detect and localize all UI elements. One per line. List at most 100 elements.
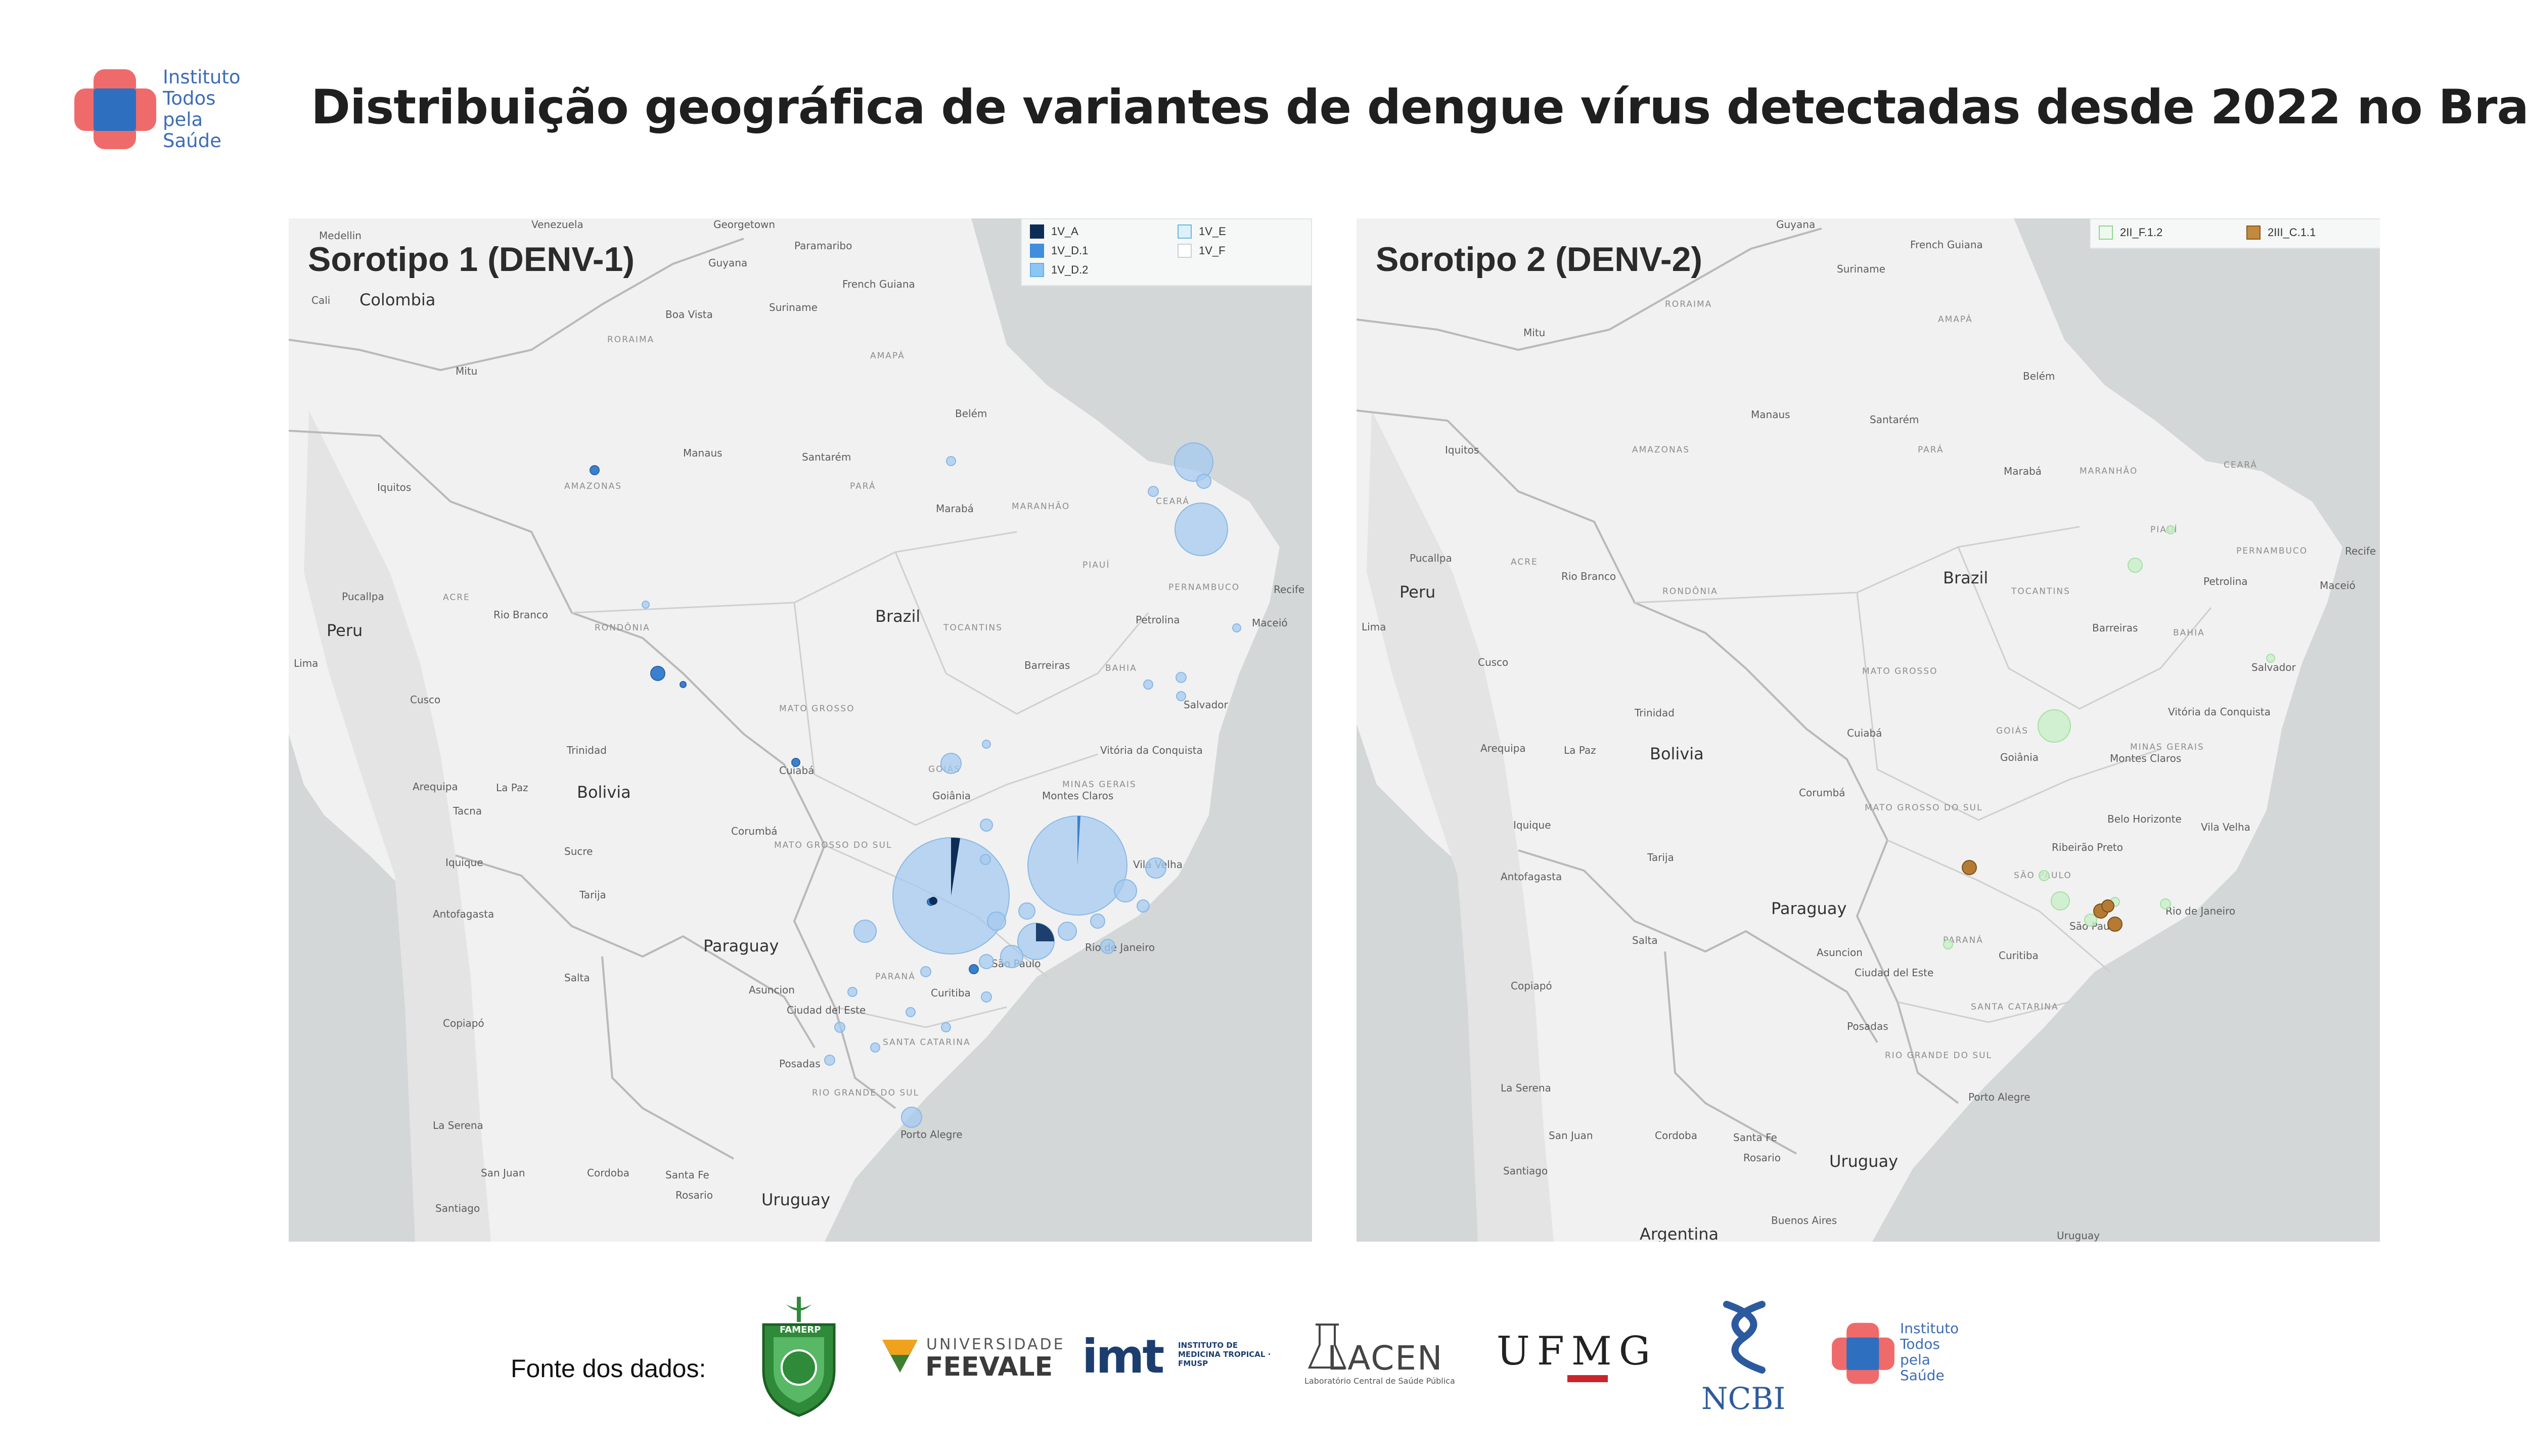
detection-marker-2ii-f12[interactable] bbox=[2166, 525, 2175, 534]
detection-marker-1v-d2[interactable] bbox=[940, 753, 962, 774]
label-city: Antofagasta bbox=[1501, 871, 1562, 883]
detection-marker-1v-d2[interactable] bbox=[987, 912, 1006, 931]
legend-item-1v-a[interactable]: 1V_A bbox=[1030, 224, 1078, 239]
detection-marker-1v-d2[interactable] bbox=[1175, 503, 1228, 556]
label-city: Rosario bbox=[675, 1189, 713, 1201]
detection-marker-2ii-f12[interactable] bbox=[1943, 939, 1953, 949]
label-region: MATO GROSSO DO SUL bbox=[1865, 803, 1983, 813]
lacen-flask-icon bbox=[1307, 1324, 1347, 1369]
famerp-logo: FAMERP bbox=[748, 1294, 849, 1421]
detection-marker-1v-d2[interactable] bbox=[941, 1022, 951, 1032]
legend-item-2ii-f12[interactable]: 2II_F.1.2 bbox=[2099, 225, 2162, 240]
label-city: Rio de Janeiro bbox=[1085, 941, 1155, 953]
pie-wedge-1v-a bbox=[951, 837, 960, 896]
label-city: Barreiras bbox=[2092, 622, 2138, 634]
map-denv1[interactable]: Colombia Peru Bolivia Brazil Paraguay Ur… bbox=[289, 218, 1312, 1242]
label-city: Buenos Aires bbox=[1771, 1214, 1837, 1226]
detection-marker-1v-a[interactable] bbox=[929, 897, 937, 905]
detection-marker-1v-d1[interactable] bbox=[680, 681, 687, 688]
label-city: Recife bbox=[1274, 583, 1305, 596]
detection-marker-1v-d2[interactable] bbox=[1176, 672, 1187, 683]
ufmg-underline bbox=[1567, 1375, 1608, 1382]
label-region: AMAZONAS bbox=[564, 481, 622, 491]
detection-marker-1v-d2[interactable] bbox=[1174, 442, 1213, 482]
label-city: Mitu bbox=[1523, 327, 1546, 339]
detection-marker-1v-d2[interactable] bbox=[946, 456, 956, 466]
its-logo: Instituto Todos pela Saúde bbox=[1830, 1321, 1972, 1396]
detection-marker-1v-d2[interactable] bbox=[834, 1022, 845, 1033]
detection-marker-1v-d2[interactable] bbox=[1100, 939, 1115, 954]
detection-marker-2ii-f12[interactable] bbox=[2266, 654, 2275, 663]
detection-marker-1v-d2[interactable] bbox=[1232, 623, 1241, 632]
label-city: Cordoba bbox=[587, 1167, 629, 1179]
detection-marker-1v-d2[interactable] bbox=[1196, 474, 1211, 489]
label-city: Curitiba bbox=[931, 987, 971, 999]
detection-marker-2ii-f12[interactable] bbox=[2160, 898, 2171, 909]
detection-marker-1v-d2[interactable] bbox=[1137, 899, 1150, 913]
label-city: Sucre bbox=[564, 845, 593, 857]
label-city: Rio Branco bbox=[493, 609, 549, 621]
label-city: Cusco bbox=[410, 694, 441, 706]
label-city: Marabá bbox=[2004, 465, 2042, 477]
label-city: Maceió bbox=[2320, 579, 2356, 592]
page-title: Distribuição geográfica de variantes de … bbox=[311, 80, 2528, 135]
legend-item-1v-d1[interactable]: 1V_D.1 bbox=[1030, 244, 1088, 258]
label-city: Marabá bbox=[936, 503, 974, 515]
detection-marker-2ii-f12[interactable] bbox=[2051, 891, 2070, 911]
detection-marker-1v-d2[interactable] bbox=[1000, 945, 1023, 968]
legend-item-1v-d2[interactable]: 1V_D.2 bbox=[1030, 263, 1088, 277]
detection-marker-1v-d2[interactable] bbox=[853, 920, 877, 943]
detection-marker-1v-d2[interactable] bbox=[1145, 857, 1166, 879]
map-basemap bbox=[1357, 218, 2380, 1242]
detection-marker-1v-d1[interactable] bbox=[969, 964, 979, 974]
detection-marker-1v-d2[interactable] bbox=[1143, 679, 1153, 690]
label-region: PIAUÍ bbox=[1082, 560, 1110, 570]
label-region: TOCANTINS bbox=[943, 623, 1003, 633]
detection-marker-1v-d2[interactable] bbox=[847, 987, 857, 997]
detection-marker-1v-d2[interactable] bbox=[901, 1107, 922, 1128]
ufmg-logo: UFMG bbox=[1497, 1329, 1658, 1384]
detection-marker-1v-d2[interactable] bbox=[1148, 486, 1159, 497]
detection-marker-1v-d2[interactable] bbox=[870, 1042, 880, 1053]
detection-marker-1v-d2[interactable] bbox=[920, 966, 931, 977]
detection-marker-1v-d2[interactable] bbox=[979, 954, 994, 969]
label-region: MINAS GERAIS bbox=[1062, 780, 1137, 790]
label-peru: Peru bbox=[327, 621, 363, 640]
detection-marker-2iii-c11[interactable] bbox=[1962, 860, 1977, 875]
detection-marker-1v-d2[interactable] bbox=[906, 1007, 916, 1017]
label-city: Antofagasta bbox=[433, 908, 494, 920]
detection-marker-2ii-f12[interactable] bbox=[2128, 558, 2143, 573]
legend-item-2iii-c11[interactable]: 2III_C.1.1 bbox=[2246, 225, 2316, 240]
detection-marker-1v-d2[interactable] bbox=[981, 991, 992, 1003]
detection-marker-1v-d2[interactable] bbox=[980, 818, 993, 832]
label-region: RORAIMA bbox=[1665, 299, 1712, 309]
legend-swatch bbox=[1030, 224, 1044, 239]
detection-marker-2ii-f12[interactable] bbox=[2084, 914, 2097, 927]
detection-marker-1v-d2[interactable] bbox=[982, 740, 991, 749]
legend-item-1v-e[interactable]: 1V_E bbox=[1178, 224, 1226, 239]
detection-marker-2ii-f12[interactable] bbox=[2039, 870, 2050, 881]
detection-marker-1v-d2[interactable] bbox=[1018, 902, 1035, 920]
detection-marker-2iii-c11[interactable] bbox=[2107, 917, 2123, 932]
detection-marker-1v-d2[interactable] bbox=[642, 601, 650, 609]
detection-marker-1v-d2[interactable] bbox=[1176, 691, 1186, 701]
label-region: SANTA CATARINA bbox=[1971, 1002, 2059, 1012]
cross-logo-icon bbox=[74, 69, 156, 149]
label-region: BAHIA bbox=[1105, 663, 1137, 673]
detection-marker-1v-d2[interactable] bbox=[824, 1055, 835, 1066]
detection-marker-1v-d1[interactable] bbox=[791, 758, 800, 767]
detection-marker-1v-d2[interactable] bbox=[1114, 879, 1137, 902]
map-denv2[interactable]: Brazil Peru Bolivia Paraguay Uruguay Arg… bbox=[1357, 218, 2380, 1242]
detection-marker-1v-d2[interactable] bbox=[1090, 914, 1105, 929]
detection-marker-2ii-f12[interactable] bbox=[2038, 709, 2071, 743]
detection-marker-1v-d1[interactable] bbox=[650, 666, 665, 681]
detection-marker-1v-d2[interactable] bbox=[1058, 922, 1077, 941]
label-uruguay: Uruguay bbox=[1829, 1152, 1898, 1171]
detection-marker-1v-d1[interactable] bbox=[590, 465, 600, 475]
label-city: Manaus bbox=[1751, 408, 1790, 421]
detection-marker-1v-d2[interactable] bbox=[980, 854, 991, 865]
detection-marker-2iii-c11[interactable] bbox=[2101, 899, 2114, 913]
label-city: Arequipa bbox=[1480, 742, 1526, 754]
label-region: PARÁ bbox=[1918, 445, 1944, 455]
legend-item-1v-f[interactable]: 1V_F bbox=[1178, 244, 1226, 258]
